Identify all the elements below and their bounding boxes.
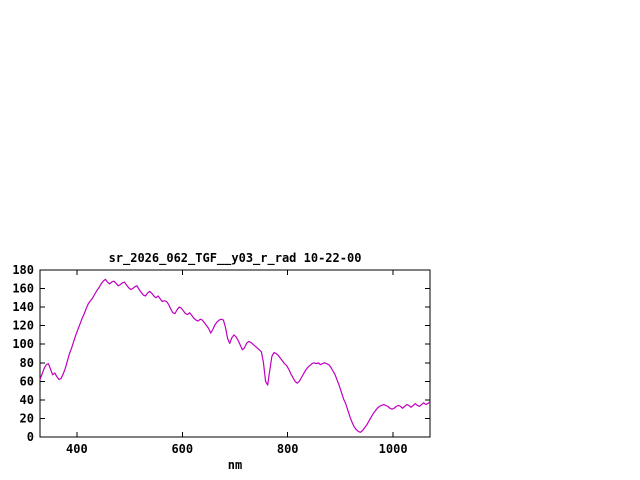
y-tick-label: 0 (27, 430, 34, 444)
y-tick-label: 40 (20, 393, 34, 407)
plot-area: 400 600 800 1000 0 20 40 60 80 100 120 140 160 180 (12, 263, 431, 456)
x-tick-label: 600 (171, 442, 193, 456)
y-tick-label: 120 (12, 319, 34, 333)
x-tick-label: 1000 (379, 442, 408, 456)
x-tick-label: 800 (277, 442, 299, 456)
y-tick-label: 140 (12, 300, 34, 314)
x-tick-label: 400 (66, 442, 88, 456)
data-line (39, 278, 431, 433)
y-tick-label: 20 (20, 411, 34, 425)
y-tick-label: 60 (20, 374, 34, 388)
chart-title: sr_2026_062_TGF__y03_r_rad 10-22-00 (109, 251, 362, 266)
plot-border (39, 269, 431, 438)
y-tick-label: 80 (20, 356, 34, 370)
y-tick-label: 100 (12, 337, 34, 351)
x-axis-label: nm (228, 458, 242, 472)
y-tick-label: 160 (12, 282, 34, 296)
y-tick-label: 180 (12, 263, 34, 277)
